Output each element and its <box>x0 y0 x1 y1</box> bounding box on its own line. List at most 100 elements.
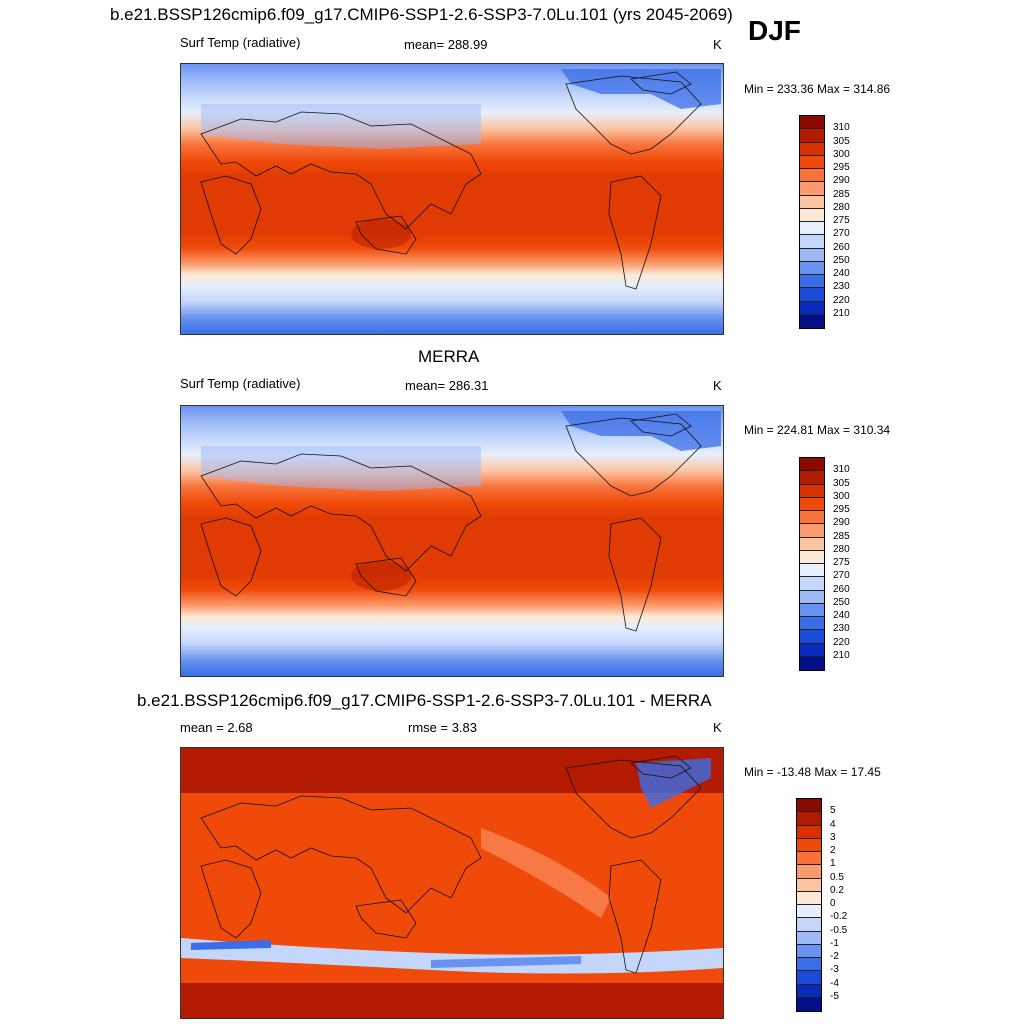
colorbar-tick-label: 285 <box>833 530 850 542</box>
colorbar-tick-label: 270 <box>833 228 850 240</box>
coastline <box>200 517 262 597</box>
coastline <box>565 759 702 839</box>
colorbar-tick-label: 305 <box>833 135 850 147</box>
colorbar-segment <box>800 471 824 485</box>
colorbar-segment <box>800 235 824 249</box>
colorbar-tick-label: 4 <box>830 818 836 830</box>
colorbar-segment <box>800 550 824 564</box>
colorbar-segment <box>797 905 821 919</box>
colorbar-tick-label: 310 <box>833 464 850 476</box>
panel-1-mean-label: mean= 288.99 <box>404 37 488 52</box>
colorbar-tick-label: -0.2 <box>830 911 848 923</box>
coastline <box>355 557 417 597</box>
panel-1-map <box>180 63 724 335</box>
coastline <box>200 111 482 230</box>
colorbar-tick-label: 275 <box>833 215 850 226</box>
colorbar-tick-label: 2 <box>830 845 836 856</box>
colorbar-segment <box>800 288 824 302</box>
coastline <box>565 75 702 155</box>
colorbar-segment <box>800 630 824 644</box>
panel-2-title: MERRA <box>418 347 480 366</box>
colorbar-segment <box>800 458 824 472</box>
colorbar-tick-label: 310 <box>833 122 850 134</box>
colorbar-segment <box>797 799 821 813</box>
coastline <box>200 795 482 914</box>
panel-3-colorbar <box>796 798 822 1012</box>
colorbar-tick-label: 0.5 <box>830 871 844 883</box>
colorbar-tick-label: 240 <box>833 610 850 621</box>
colorbar-segment <box>797 944 821 958</box>
colorbar-tick-label: 250 <box>833 596 850 608</box>
coastline <box>200 175 262 255</box>
colorbar-segment <box>800 195 824 209</box>
colorbar-segment <box>797 971 821 985</box>
panel-2-colorbar <box>799 457 825 671</box>
colorbar-segment <box>800 155 824 169</box>
panel-2-mean-label: mean= 286.31 <box>405 378 489 393</box>
colorbar-segment <box>800 577 824 591</box>
panel-2-variable-label: Surf Temp (radiative) <box>180 376 301 391</box>
panel-3-rmse-label: rmse = 3.83 <box>408 720 478 735</box>
colorbar-tick-label: 300 <box>833 148 850 160</box>
colorbar-tick-label: 295 <box>833 504 850 515</box>
coastline <box>200 453 482 572</box>
panel-3-minmax: Min = -13.48 Max = 17.45 <box>744 765 881 779</box>
colorbar-tick-label: 290 <box>833 517 850 529</box>
colorbar-segment <box>800 537 824 551</box>
colorbar-segment <box>800 497 824 511</box>
colorbar-tick-label: 285 <box>833 188 850 200</box>
colorbar-tick-label: 260 <box>833 241 850 253</box>
colorbar-segment <box>800 603 824 617</box>
colorbar-tick-label: 290 <box>833 175 850 187</box>
colorbar-segment <box>797 918 821 932</box>
colorbar-tick-label: 250 <box>833 254 850 266</box>
season-label: DJF <box>748 15 801 46</box>
coastline <box>608 175 662 290</box>
colorbar-tick-label: -5 <box>830 990 839 1002</box>
colorbar-tick-label: -2 <box>830 951 839 962</box>
colorbar-segment <box>800 524 824 538</box>
coastline <box>355 899 417 939</box>
coastline <box>200 859 262 939</box>
colorbar-segment <box>800 511 824 525</box>
colorbar-segment <box>800 314 824 328</box>
colorbar-segment <box>800 129 824 143</box>
colorbar-segment <box>797 878 821 892</box>
panel-3-map <box>180 747 724 1019</box>
colorbar-tick-label: -1 <box>830 937 839 949</box>
colorbar-segment <box>800 275 824 289</box>
panel-2-minmax: Min = 224.81 Max = 310.34 <box>744 423 891 437</box>
colorbar-segment <box>800 116 824 130</box>
colorbar-tick-label: 220 <box>833 636 850 648</box>
colorbar-segment <box>800 656 824 670</box>
colorbar-tick-label: 3 <box>830 831 836 843</box>
colorbar-tick-label: -0.5 <box>830 924 848 936</box>
colorbar-tick-label: 300 <box>833 490 850 502</box>
colorbar-segment <box>800 261 824 275</box>
colorbar-segment <box>797 997 821 1011</box>
colorbar-tick-label: -4 <box>830 977 839 989</box>
colorbar-tick-label: 295 <box>833 162 850 173</box>
colorbar-segment <box>797 984 821 998</box>
colorbar-tick-label: 0 <box>830 898 836 909</box>
coastline <box>608 517 662 632</box>
colorbar-segment <box>797 825 821 839</box>
coastline <box>630 71 692 95</box>
coastline <box>630 755 692 779</box>
colorbar-tick-label: 0.2 <box>830 884 844 896</box>
colorbar-tick-label: 230 <box>833 281 850 293</box>
colorbar-tick-label: 1 <box>830 858 836 870</box>
colorbar-segment <box>800 301 824 315</box>
colorbar-tick-label: 5 <box>830 805 836 817</box>
colorbar-segment <box>800 248 824 262</box>
colorbar-segment <box>800 222 824 236</box>
colorbar-tick-label: 210 <box>833 649 850 661</box>
coastline <box>355 215 417 255</box>
panel-3-title: b.e21.BSSP126cmip6.f09_g17.CMIP6-SSP1-2.… <box>137 691 712 710</box>
colorbar-tick-label: 270 <box>833 570 850 582</box>
colorbar-tick-label: 305 <box>833 477 850 489</box>
panel-2-units: K <box>713 378 722 393</box>
colorbar-segment <box>800 617 824 631</box>
colorbar-segment <box>800 182 824 196</box>
colorbar-segment <box>797 891 821 905</box>
